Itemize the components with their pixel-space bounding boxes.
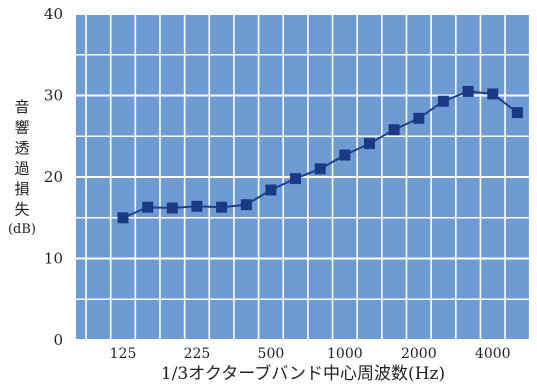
y-tick-label: 40 <box>44 5 63 23</box>
x-tick-label: 4000 <box>475 346 511 362</box>
y-axis-label-char: 過 <box>14 160 29 178</box>
plot-border <box>74 13 532 341</box>
data-point <box>487 88 499 100</box>
y-axis-ticks: 0 10 20 30 40 <box>44 5 63 349</box>
data-point <box>339 149 351 161</box>
y-axis-unit: (dB) <box>8 222 36 237</box>
data-point <box>364 138 375 150</box>
y-axis-label-char: 損 <box>14 180 29 198</box>
data-point <box>240 199 252 211</box>
y-axis-label-char: 透 <box>14 139 29 157</box>
y-tick-label: 20 <box>44 168 63 186</box>
y-tick-label: 10 <box>44 250 63 268</box>
data-point <box>314 163 326 175</box>
data-point <box>117 212 129 224</box>
y-axis-label-char: 音 <box>14 98 29 116</box>
data-point <box>166 202 178 214</box>
data-point <box>413 112 425 124</box>
data-point <box>437 95 449 107</box>
x-tick-label: 2000 <box>401 346 437 362</box>
data-point <box>142 201 154 213</box>
x-tick-label: 1000 <box>327 346 363 362</box>
x-tick-label: 500 <box>258 346 285 362</box>
x-tick-label: 125 <box>110 346 137 362</box>
data-point <box>388 124 400 136</box>
grid <box>74 13 532 341</box>
x-tick-label: 225 <box>184 346 211 362</box>
data-point <box>462 85 474 97</box>
data-point <box>216 201 228 213</box>
y-tick-label: 0 <box>53 331 63 349</box>
y-axis-label-char: 失 <box>14 201 29 219</box>
data-point <box>191 200 203 212</box>
data-point <box>511 107 523 119</box>
y-tick-label: 30 <box>44 87 63 105</box>
data-point <box>265 184 277 196</box>
series-markers <box>117 85 523 224</box>
data-point <box>290 173 301 185</box>
x-axis-label: 1/3オクターブバンド中心周波数(Hz) <box>161 363 445 384</box>
x-axis-ticks: 125 225 500 1000 2000 4000 <box>110 346 511 362</box>
y-axis-label-char: 響 <box>14 119 29 137</box>
